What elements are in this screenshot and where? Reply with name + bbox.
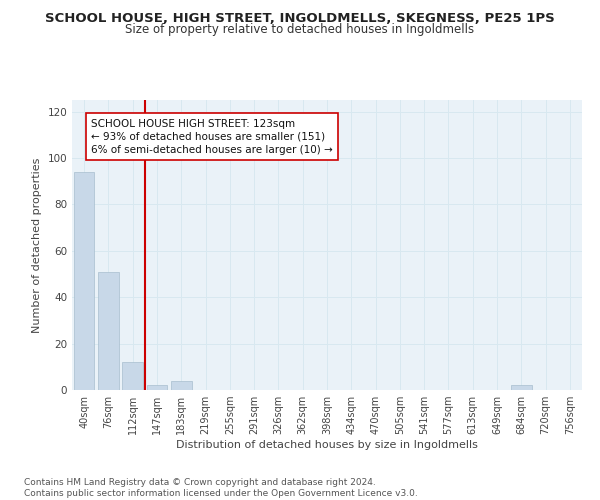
Bar (171, 380, 191, 390)
Text: Size of property relative to detached houses in Ingoldmells: Size of property relative to detached ho… (125, 22, 475, 36)
Text: SCHOOL HOUSE HIGH STREET: 123sqm
← 93% of detached houses are smaller (151)
6% o: SCHOOL HOUSE HIGH STREET: 123sqm ← 93% o… (91, 118, 333, 155)
X-axis label: Distribution of detached houses by size in Ingoldmells: Distribution of detached houses by size … (176, 440, 478, 450)
Text: Contains HM Land Registry data © Crown copyright and database right 2024.
Contai: Contains HM Land Registry data © Crown c… (24, 478, 418, 498)
Bar (74, 172, 94, 390)
Bar (122, 362, 143, 390)
Bar (98, 272, 119, 390)
Text: SCHOOL HOUSE, HIGH STREET, INGOLDMELLS, SKEGNESS, PE25 1PS: SCHOOL HOUSE, HIGH STREET, INGOLDMELLS, … (45, 12, 555, 26)
Bar (511, 386, 532, 390)
Bar (146, 386, 167, 390)
Y-axis label: Number of detached properties: Number of detached properties (32, 158, 42, 332)
